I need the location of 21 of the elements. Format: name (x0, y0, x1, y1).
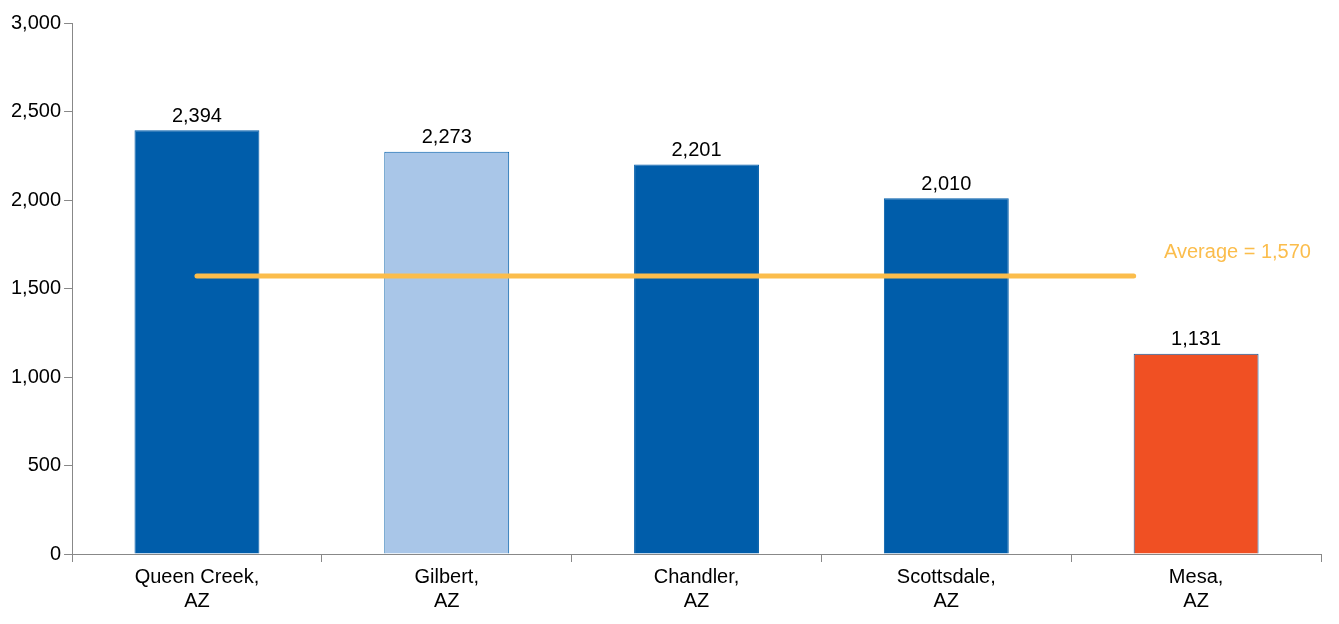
x-tick-label: Mesa, AZ (1168, 564, 1224, 611)
y-tick-label: 1,000 (10, 364, 62, 387)
x-tick-label: Queen Creek, AZ (134, 564, 260, 611)
y-tick-label: 500 (27, 453, 62, 476)
data-label: 2,394 (171, 103, 222, 126)
y-tick-label: 3,000 (10, 10, 62, 33)
data-label: 2,273 (421, 125, 472, 148)
ref-line-label: Average = 1,570 (1164, 239, 1311, 262)
y-tick-label: 1,500 (10, 276, 62, 299)
x-tick-label: Gilbert, AZ (414, 564, 479, 611)
y-tick-label: 2,500 (10, 99, 62, 122)
y-tick-label: 2,000 (10, 187, 62, 210)
x-tick-label: Chandler, AZ (653, 564, 740, 611)
data-label: 2,201 (671, 137, 722, 160)
bar (634, 164, 759, 554)
data-label: 2,010 (921, 171, 972, 194)
bar (883, 198, 1009, 554)
data-label: 1,131 (1171, 327, 1222, 350)
y-tick-label: 0 (49, 541, 62, 564)
bar (134, 130, 260, 554)
x-tick-label: Scottsdale, AZ (896, 564, 996, 611)
